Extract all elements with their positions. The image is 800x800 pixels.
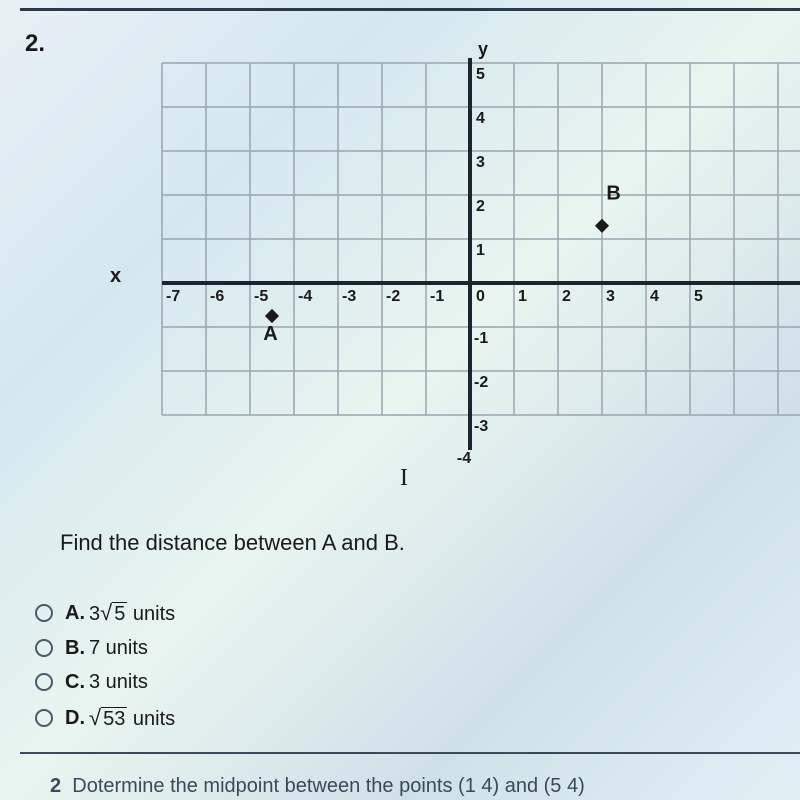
svg-text:-5: -5 (254, 288, 268, 305)
answer-option-a[interactable]: A. 35 units (35, 595, 175, 630)
x-axis-label: x (110, 265, 121, 288)
svg-text:-1: -1 (430, 288, 444, 305)
svg-text:-6: -6 (210, 288, 224, 305)
bottom-divider (20, 752, 800, 754)
radio-icon[interactable] (35, 639, 53, 657)
point-label-b: B (606, 182, 620, 204)
radio-icon[interactable] (35, 709, 53, 727)
question-number: 2. (25, 30, 45, 58)
option-letter: B. (65, 632, 85, 664)
option-text: 53 units (89, 700, 175, 735)
option-letter: D. (65, 702, 85, 734)
svg-text:-4: -4 (457, 450, 471, 465)
answer-options: A. 35 unitsB. 7 unitsC. 3 unitsD.53 unit… (35, 595, 175, 737)
option-letter: C. (65, 666, 85, 698)
svg-text:2: 2 (476, 198, 485, 215)
option-letter: A. (65, 597, 85, 629)
point-label-a: A (263, 323, 277, 345)
radio-icon[interactable] (35, 673, 53, 691)
svg-text:3: 3 (476, 154, 485, 171)
svg-text:-2: -2 (474, 374, 488, 391)
answer-option-b[interactable]: B. 7 units (35, 632, 175, 664)
y-axis-label: y (478, 39, 488, 59)
svg-text:4: 4 (476, 110, 485, 127)
cutoff-text: 2 Dotermine the midpoint between the poi… (50, 775, 585, 798)
svg-text:1: 1 (476, 242, 485, 259)
question-prompt: Find the distance between A and B. (60, 530, 405, 556)
coordinate-graph: y54321-1-2-3-4-7-6-5-4-3-2-1012345AB (140, 35, 800, 465)
option-text: 35 units (89, 595, 175, 630)
point-a (265, 309, 279, 323)
option-text: 7 units (89, 632, 148, 664)
svg-text:2: 2 (562, 288, 571, 305)
svg-text:-7: -7 (166, 288, 180, 305)
svg-text:3: 3 (606, 288, 615, 305)
svg-text:5: 5 (694, 288, 703, 305)
point-b (595, 219, 609, 233)
svg-text:-1: -1 (474, 330, 488, 347)
svg-text:5: 5 (476, 66, 485, 83)
graph-svg: y54321-1-2-3-4-7-6-5-4-3-2-1012345AB (140, 35, 800, 465)
option-text: 3 units (89, 666, 148, 698)
radio-icon[interactable] (35, 604, 53, 622)
svg-text:1: 1 (518, 288, 527, 305)
answer-option-d[interactable]: D.53 units (35, 700, 175, 735)
svg-text:0: 0 (476, 288, 485, 305)
answer-option-c[interactable]: C. 3 units (35, 666, 175, 698)
svg-text:-4: -4 (298, 288, 312, 305)
text-cursor-icon: I (400, 465, 408, 492)
svg-text:-3: -3 (474, 418, 488, 435)
top-divider (20, 8, 800, 11)
svg-text:-2: -2 (386, 288, 400, 305)
svg-text:4: 4 (650, 288, 659, 305)
svg-text:-3: -3 (342, 288, 356, 305)
